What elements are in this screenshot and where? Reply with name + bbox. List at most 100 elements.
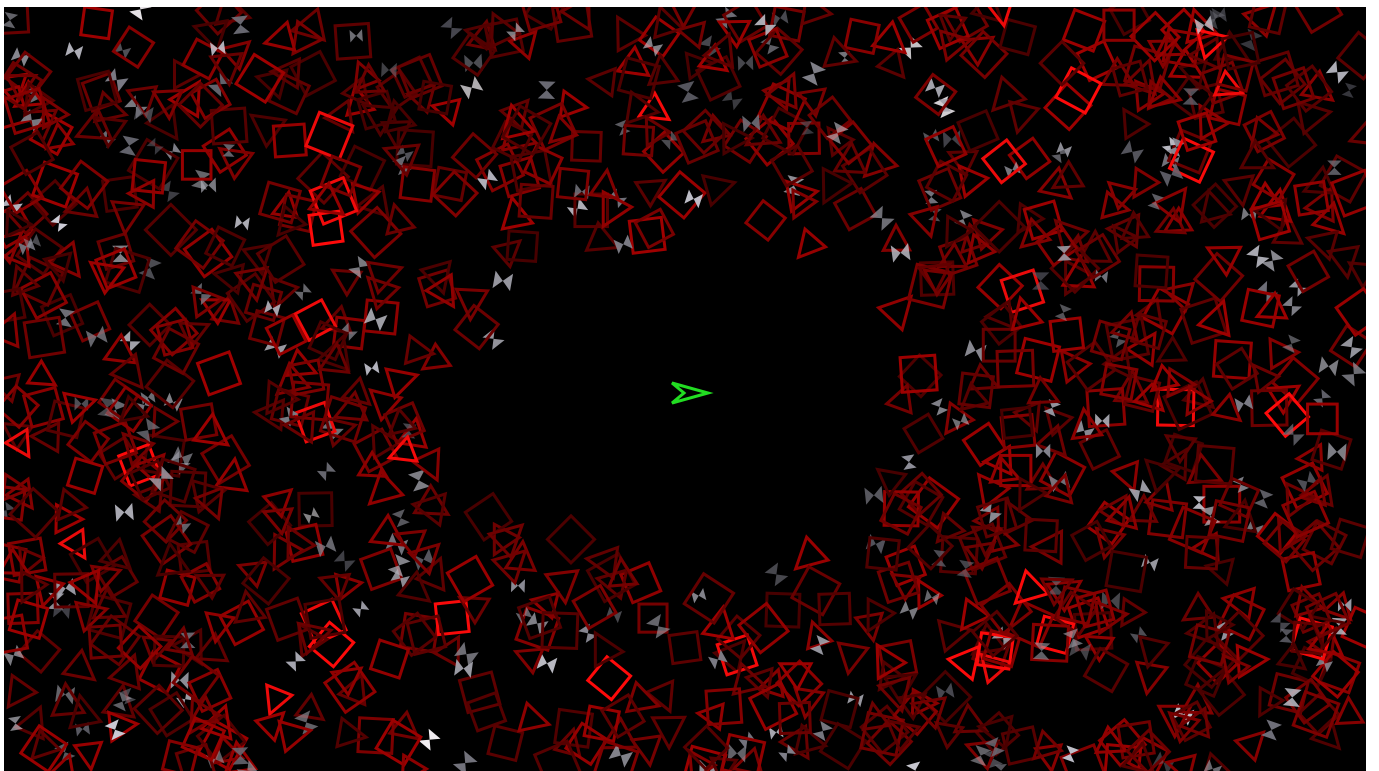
enemy-triangle <box>67 567 101 607</box>
enemy-square <box>4 60 44 112</box>
enemy-square <box>1263 391 1311 439</box>
enemy-triangle <box>192 630 230 663</box>
enemy-triangle <box>1308 717 1342 751</box>
enemy-square <box>1179 296 1228 346</box>
enemy-square <box>1056 585 1097 626</box>
enemy-triangle <box>73 106 114 141</box>
enemy-triangle <box>193 573 227 601</box>
enemy-triangle <box>1268 336 1302 371</box>
enemy-triangle <box>317 340 351 374</box>
enemy-triangle <box>500 102 537 141</box>
enemy-square <box>1023 517 1059 554</box>
enemy-bowtie <box>1240 28 1263 52</box>
enemy-bowtie <box>738 731 757 750</box>
enemy-bowtie <box>566 197 589 220</box>
enemy-bowtie <box>1192 496 1206 510</box>
enemy-square <box>1293 179 1330 217</box>
enemy-triangle <box>1163 753 1197 771</box>
enemy-square <box>18 270 69 321</box>
enemy-triangle <box>367 468 406 506</box>
enemy-square <box>431 165 469 203</box>
enemy-triangle <box>4 546 32 575</box>
enemy-square <box>1110 59 1150 98</box>
enemy-triangle <box>945 213 976 250</box>
enemy-triangle <box>4 310 20 349</box>
enemy-triangle <box>379 120 413 152</box>
enemy-triangle <box>192 485 225 522</box>
enemy-square <box>777 700 812 736</box>
enemy-triangle <box>1043 405 1075 438</box>
enemy-bowtie <box>1246 244 1270 269</box>
enemy-square <box>391 611 438 658</box>
enemy-triangle <box>1157 446 1188 482</box>
enemy-triangle <box>429 97 462 128</box>
enemy-triangle <box>1143 458 1181 495</box>
enemy-bowtie <box>812 720 833 742</box>
enemy-triangle <box>109 199 147 237</box>
enemy-square <box>355 89 398 131</box>
enemy-square <box>1220 30 1261 71</box>
enemy-square <box>160 739 200 771</box>
player-ship <box>671 381 714 405</box>
enemy-triangle <box>933 720 966 751</box>
enemy-triangle <box>1100 189 1132 220</box>
enemy-square <box>1335 30 1366 81</box>
enemy-square <box>7 486 61 540</box>
enemy-triangle <box>423 272 456 310</box>
enemy-square <box>941 7 990 44</box>
enemy-triangle <box>646 51 681 87</box>
enemy-bowtie <box>899 600 919 620</box>
enemy-square <box>975 496 1019 539</box>
enemy-triangle <box>1007 99 1042 136</box>
enemy-square <box>75 69 119 113</box>
enemy-triangle <box>4 426 31 460</box>
enemy-triangle <box>409 446 441 483</box>
enemy-triangle <box>1203 557 1236 588</box>
enemy-triangle <box>921 268 955 298</box>
enemy-triangle <box>1180 590 1217 622</box>
enemy-bowtie <box>1253 489 1274 509</box>
enemy-square <box>16 628 62 675</box>
enemy-triangle <box>916 262 953 295</box>
enemy-square <box>957 371 996 410</box>
enemy-triangle <box>177 321 212 351</box>
enemy-triangle <box>969 7 1004 24</box>
enemy-square <box>1280 489 1331 539</box>
enemy-triangle <box>365 260 405 296</box>
enemy-square <box>293 400 337 444</box>
enemy-triangle <box>1154 29 1187 57</box>
enemy-triangle <box>1161 281 1196 313</box>
enemy-bowtie <box>1032 272 1050 290</box>
enemy-triangle <box>1044 579 1084 614</box>
enemy-square <box>1270 355 1321 406</box>
enemy-bowtie <box>112 692 133 712</box>
enemy-square <box>450 131 499 180</box>
enemy-triangle <box>1012 568 1051 606</box>
enemy-triangle <box>700 173 738 208</box>
enemy-bowtie <box>133 103 154 124</box>
enemy-triangle <box>486 522 525 561</box>
enemy-bowtie <box>200 177 217 194</box>
enemy-square <box>682 571 736 626</box>
enemy-square <box>764 591 802 629</box>
enemy-bowtie <box>294 710 319 735</box>
enemy-square <box>303 596 347 641</box>
enemy-triangle <box>190 478 229 515</box>
enemy-bowtie <box>727 744 747 763</box>
enemy-square <box>1196 667 1247 718</box>
enemy-triangle <box>633 178 668 209</box>
enemy-bowtie <box>951 412 970 431</box>
enemy-triangle <box>1210 391 1243 423</box>
enemy-triangle <box>403 333 437 366</box>
enemy-triangle <box>875 642 909 681</box>
enemy-square <box>358 546 404 592</box>
enemy-square <box>7 598 50 641</box>
enemy-triangle <box>743 112 783 147</box>
enemy-triangle <box>862 140 900 179</box>
enemy-triangle <box>1131 379 1166 413</box>
enemy-bowtie <box>1325 60 1349 84</box>
enemy-triangle <box>1137 634 1171 670</box>
enemy-triangle <box>1151 186 1188 226</box>
enemy-bowtie <box>339 322 358 341</box>
enemy-square <box>1239 287 1282 329</box>
